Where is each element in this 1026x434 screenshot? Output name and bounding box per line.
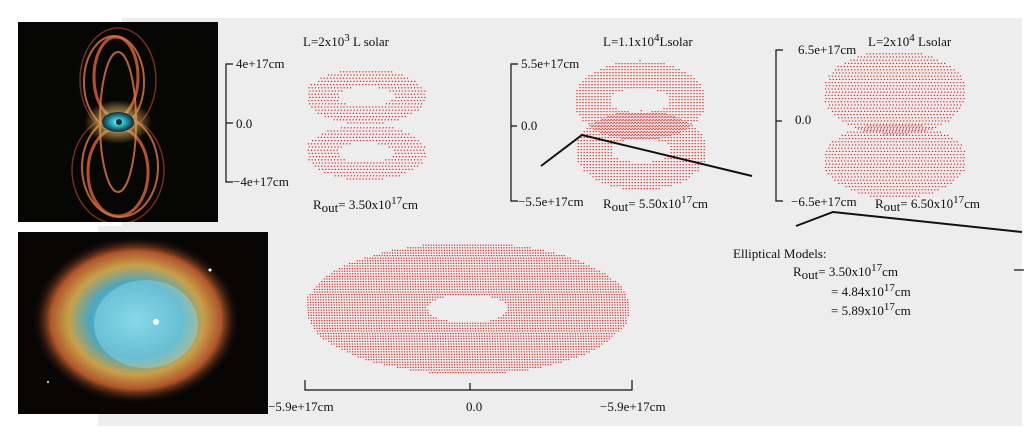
radius-unit: cm (882, 264, 899, 279)
radius-subscript: out (321, 200, 339, 215)
model-2-axis-bottom: −5.5e+17cm (518, 194, 584, 209)
luminosity-prefix: L=1.1x10 (603, 34, 655, 49)
model-1-radius: Rout= 3.50x1017cm (313, 195, 419, 215)
elliptical-radius-3: = 5.89x1017cm (831, 301, 911, 319)
model-1-luminosity: L=2x103 L solar (303, 32, 390, 50)
radius-value: = 3.50x10 (338, 197, 392, 212)
luminosity-exponent: 3 (344, 32, 350, 44)
radius-subscript: out (883, 199, 901, 214)
model-2-luminosity: L=1.1x104Lsolar (603, 32, 693, 50)
elliptical-radius-1: Rout= 3.50x1017cm (793, 262, 899, 282)
luminosity-suffix: L solar (349, 34, 390, 49)
model-1-lower-lobe (307, 127, 426, 180)
radius-symbol: R (793, 264, 802, 279)
luminosity-suffix: Lsolar (914, 34, 952, 49)
model-3-lower-lobe (825, 125, 965, 197)
model-1-axis-mid: 0.0 (236, 116, 253, 131)
radius-exponent: 17 (883, 301, 895, 313)
model-3-radius: Rout= 6.50x1017cm (875, 194, 981, 214)
bottom-axis-mid: 0.0 (466, 399, 483, 414)
elliptical-models-title: Elliptical Models: (733, 246, 827, 261)
radius-exponent: 17 (391, 195, 403, 207)
model-2-leader-line (540, 133, 753, 177)
bottom-horizontal-axis (304, 380, 633, 391)
radius-unit: cm (692, 196, 709, 211)
model-2-upper-lobe (576, 60, 704, 140)
radius-symbol: R (603, 196, 612, 211)
particle-clouds (307, 53, 965, 374)
model-3-vertical-axis (775, 49, 783, 202)
model-3-axis-mid: 0.0 (795, 112, 812, 127)
ring-nebula-photo (18, 232, 268, 414)
radius-exponent: 17 (871, 262, 883, 274)
model-2-axis-top: 5.5e+17cm (521, 56, 580, 71)
radius-value: = 5.50x10 (628, 196, 682, 211)
radius-value: = 5.89x10 (831, 303, 884, 318)
model-3-luminosity: L=2x104 Lsolar (868, 32, 952, 50)
model-2-vertical-axis (510, 63, 518, 202)
model-1-upper-lobe (308, 71, 426, 124)
radius-value: = 3.50x10 (818, 264, 872, 279)
radius-subscript: out (801, 267, 819, 282)
hourglass-nebula-image (18, 22, 218, 222)
luminosity-prefix: L=2x10 (868, 34, 910, 49)
elliptical-radius-2: = 4.84x1017cm (831, 282, 911, 300)
model-2-radius: Rout= 5.50x1017cm (603, 194, 709, 214)
elliptical-model-cloud (307, 244, 629, 374)
luminosity-prefix: L=2x10 (303, 34, 345, 49)
radius-exponent: 17 (681, 194, 693, 206)
model-2-lower-lobe (577, 110, 705, 190)
radius-exponent: 17 (953, 194, 965, 206)
model-1-axis-top: 4e+17cm (236, 56, 285, 71)
model-3-upper-lobe (824, 53, 965, 135)
model-3-leader-line (795, 210, 1023, 233)
model-3-axis-top: 6.5e+17cm (798, 42, 857, 57)
radius-symbol: R (875, 196, 884, 211)
luminosity-suffix: Lsolar (659, 34, 693, 49)
model-1-axis-bottom: −4e+17cm (233, 174, 289, 189)
radius-subscript: out (611, 199, 629, 214)
radius-unit: cm (964, 196, 981, 211)
radius-symbol: R (313, 197, 322, 212)
bottom-axis-right: −5.9e+17cm (600, 399, 666, 414)
model-3-axis-bottom: −6.5e+17cm (791, 194, 857, 209)
hourglass-nebula-photo (18, 22, 218, 222)
luminosity-exponent: 4 (654, 32, 660, 44)
model-1-vertical-axis (225, 63, 233, 183)
bottom-axis-left: −5.9e+17cm (268, 399, 334, 414)
radius-unit: cm (894, 284, 911, 299)
radius-unit: cm (402, 197, 419, 212)
radius-value: = 6.50x10 (900, 196, 954, 211)
radius-exponent: 17 (883, 282, 895, 294)
ring-nebula-image (18, 232, 268, 414)
model-2-axis-mid: 0.0 (521, 118, 538, 133)
radius-value: = 4.84x10 (831, 284, 884, 299)
radius-unit: cm (894, 303, 911, 318)
luminosity-exponent: 4 (909, 32, 915, 44)
